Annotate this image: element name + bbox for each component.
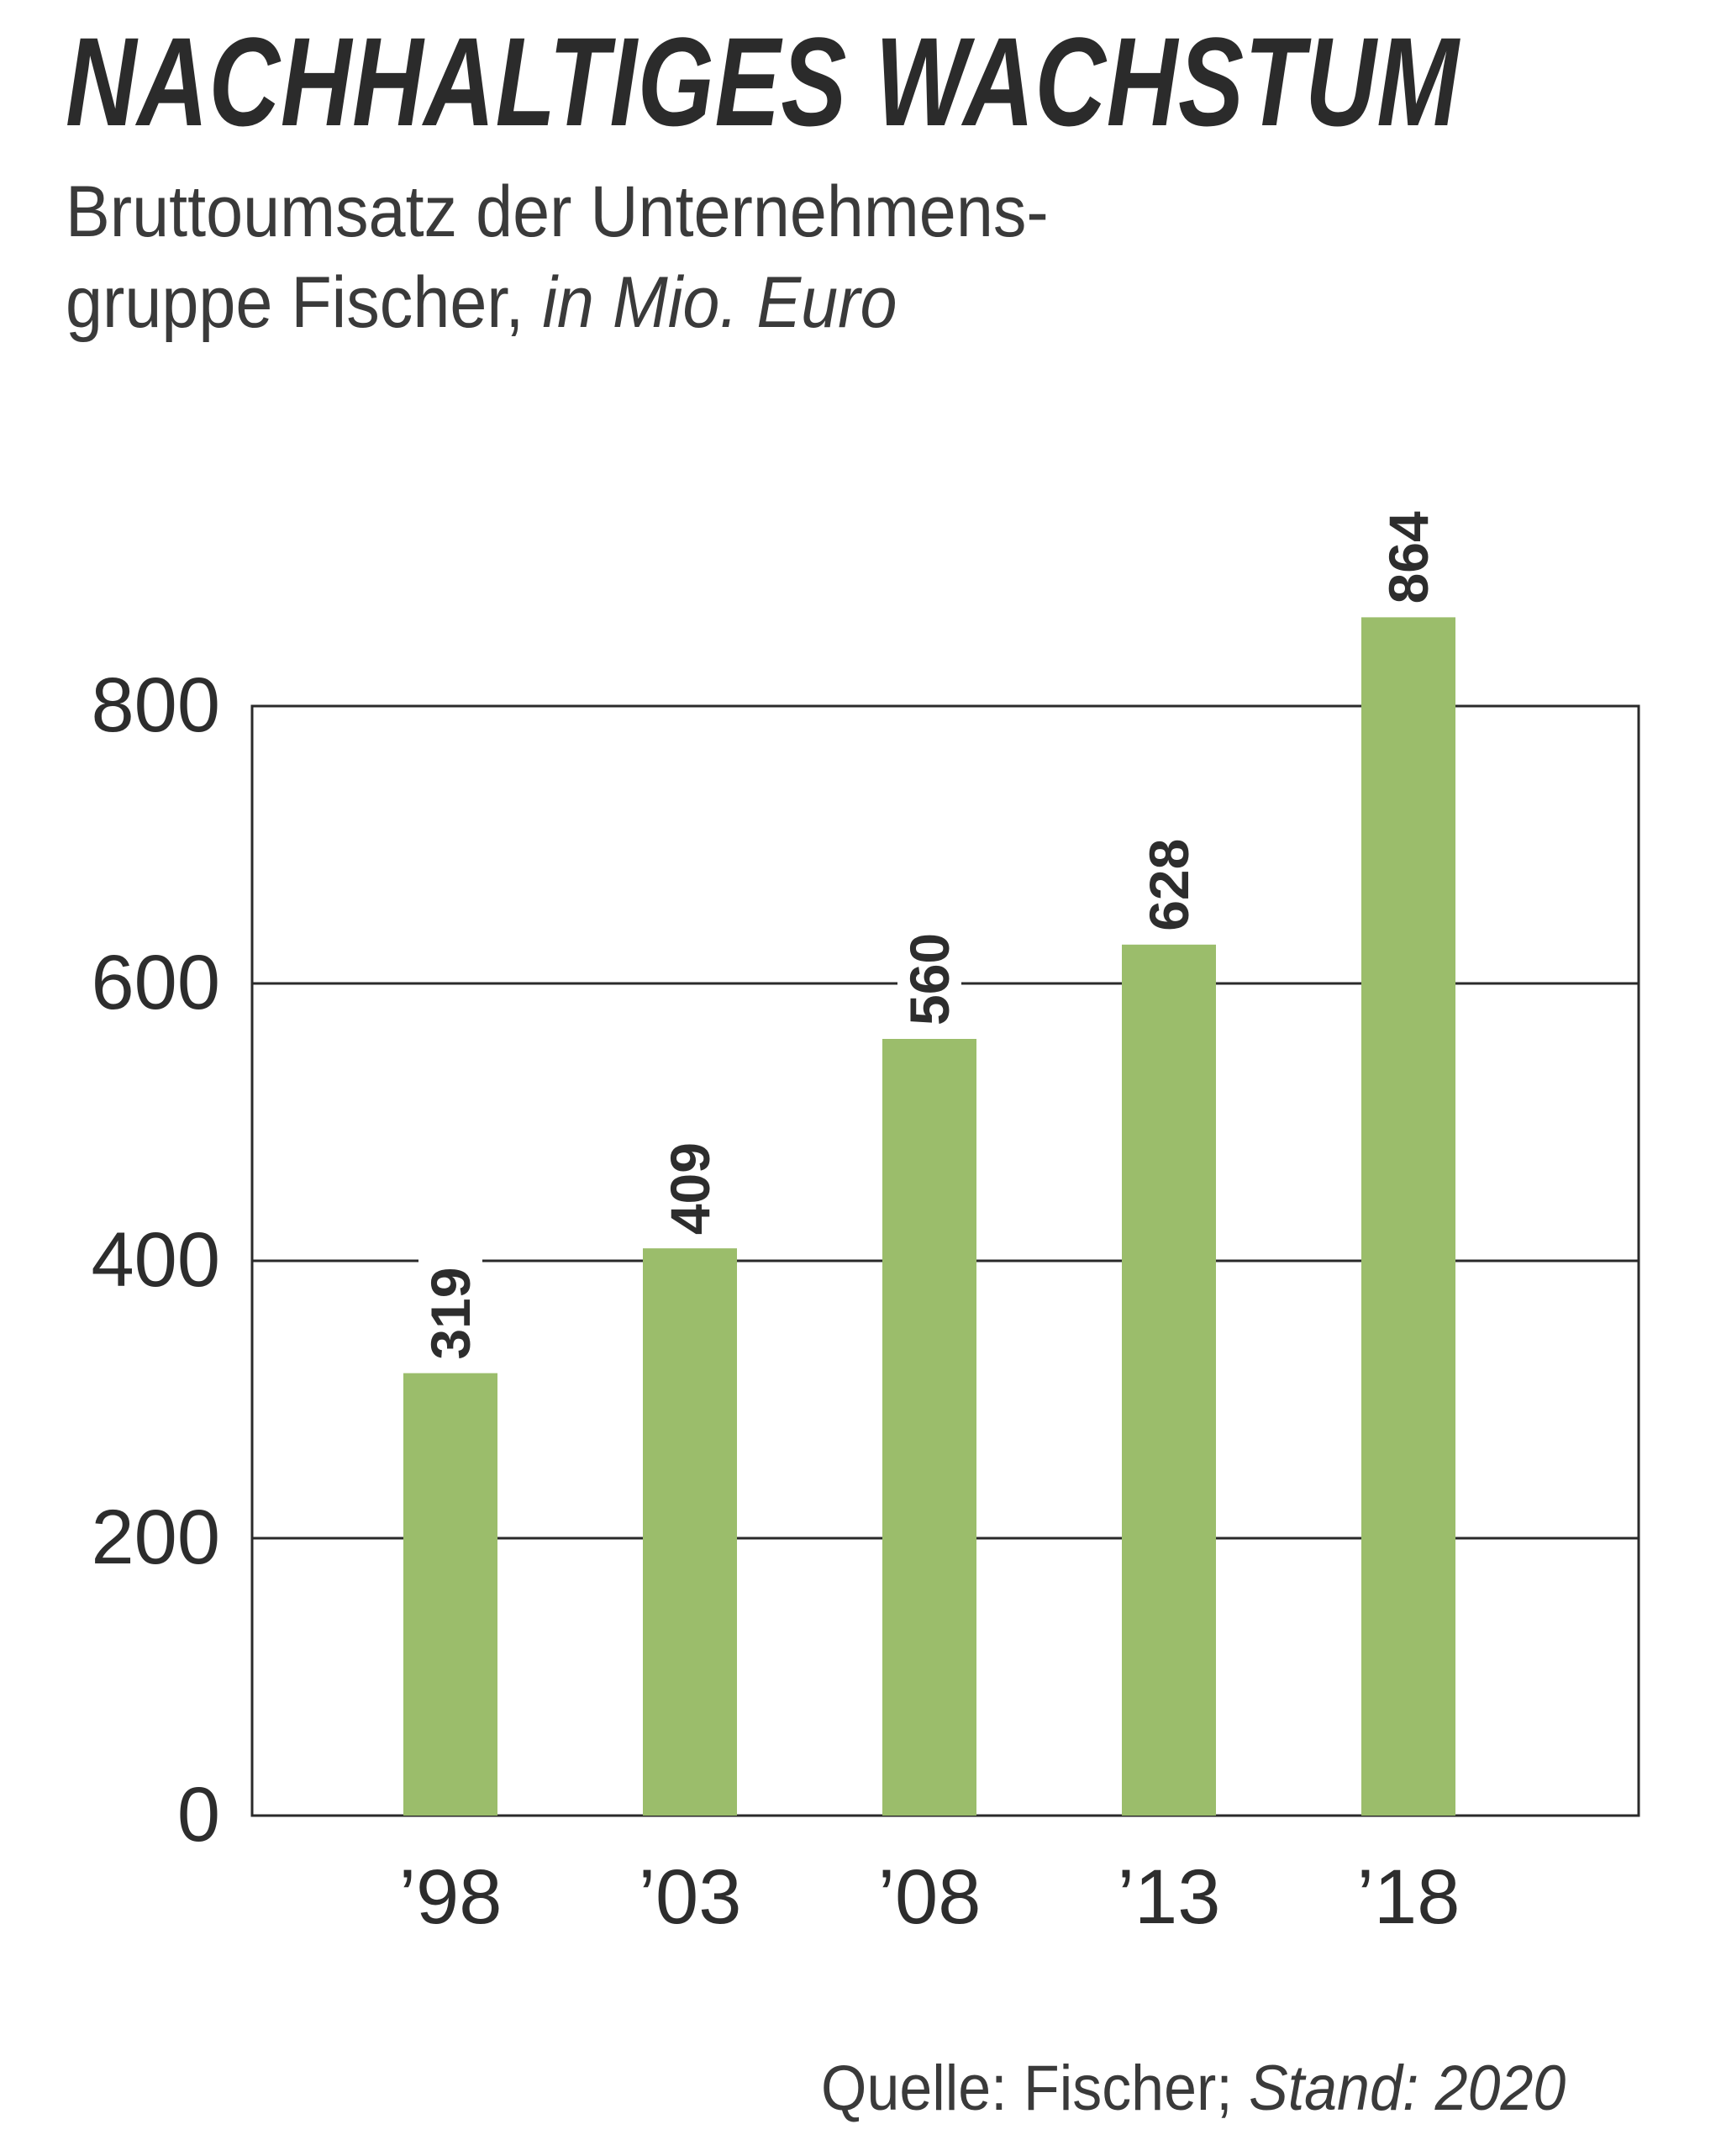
value-label-bg-2 <box>897 889 961 1031</box>
x-tick-label-3: ’13 <box>1118 1854 1221 1940</box>
bar-0 <box>403 1373 497 1816</box>
chart-subtitle: Bruttoumsatz der Unternehmens- gruppe Fi… <box>66 166 1049 348</box>
bar-2 <box>882 1039 976 1816</box>
y-tick-label-400: 400 <box>92 1217 221 1303</box>
subtitle-unit: in Mio. Euro <box>542 262 897 343</box>
value-label-0: 319 <box>419 1268 482 1360</box>
y-tick-label-600: 600 <box>92 940 221 1025</box>
x-tick-label-1: ’03 <box>639 1854 742 1940</box>
value-label-bg-0 <box>418 1223 482 1365</box>
y-tick-label-200: 200 <box>92 1494 221 1580</box>
value-label-1: 409 <box>659 1142 721 1235</box>
bar-chart: 0 200 400 600 800 319 ’98 409 ’03 560 ’08 628 ’13 864… <box>91 467 1640 1940</box>
source-stand: Stand: 2020 <box>1248 2053 1566 2124</box>
value-label-bg-3 <box>1137 794 1201 936</box>
value-label-4: 864 <box>1377 511 1439 604</box>
bar-3 <box>1122 944 1216 1816</box>
value-label-bg-1 <box>658 1099 722 1241</box>
bar-4 <box>1361 617 1455 1816</box>
source-label: Quelle: Fischer; <box>820 2053 1233 2124</box>
x-tick-label-2: ’08 <box>878 1854 982 1940</box>
subtitle-line-1: Bruttoumsatz der Unternehmens- <box>66 171 1049 252</box>
y-tick-label-0: 0 <box>177 1772 220 1858</box>
bar-1 <box>643 1248 737 1816</box>
chart-title: NACHHALTIGES WACHSTUM <box>66 11 1460 152</box>
value-label-bg-4 <box>1376 467 1440 609</box>
x-tick-label-0: ’98 <box>399 1854 503 1940</box>
y-tick-label-800: 800 <box>92 662 221 748</box>
value-label-3: 628 <box>1138 839 1200 931</box>
subtitle-line-2: gruppe Fischer, in Mio. Euro <box>66 257 1049 348</box>
x-tick-label-4: ’18 <box>1357 1854 1460 1940</box>
source-note: Quelle: Fischer; Stand: 2020 <box>821 2051 1566 2127</box>
subtitle-text: gruppe Fischer, <box>66 262 524 343</box>
value-label-2: 560 <box>898 933 960 1025</box>
